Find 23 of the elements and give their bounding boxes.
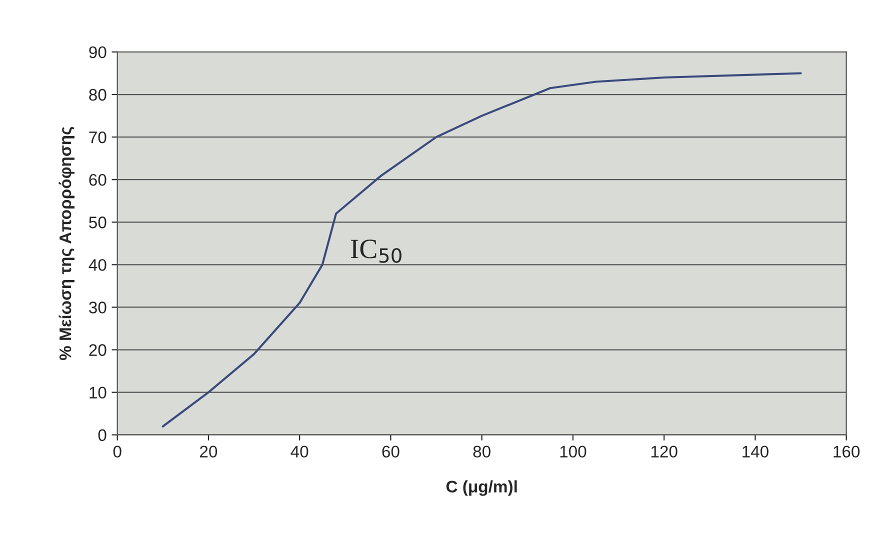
y-tick-label: 0 <box>98 429 106 442</box>
y-tick-label: 40 <box>88 259 106 271</box>
x-tick-label: 140 <box>742 446 768 458</box>
x-tick-label: 0 <box>113 446 122 458</box>
y-axis-title: % Μείωση της Απορρόφησης <box>58 127 75 360</box>
y-tick-label: 60 <box>89 174 106 186</box>
x-tick-label: 20 <box>200 446 218 458</box>
y-tick-label: 30 <box>89 302 106 314</box>
y-tick-label: 50 <box>89 216 106 228</box>
y-tick-label: 80 <box>89 88 106 101</box>
x-tick-label: 40 <box>290 446 308 458</box>
line-series <box>162 72 802 428</box>
y-tick-label: 20 <box>89 344 106 356</box>
x-tick-label: 100 <box>560 446 586 458</box>
x-tick-label: 160 <box>834 446 860 458</box>
x-tick-label: 60 <box>382 446 400 458</box>
y-tick-label: 10 <box>90 386 106 399</box>
y-tick-label: 70 <box>89 131 106 144</box>
x-tick-label: 80 <box>473 446 490 458</box>
x-tick-label: 120 <box>651 446 678 458</box>
annotation: IC$_{50}$ <box>350 240 402 263</box>
x-axis-title: C (μg/m)l <box>446 480 517 496</box>
y-tick-label: 90 <box>89 46 106 58</box>
